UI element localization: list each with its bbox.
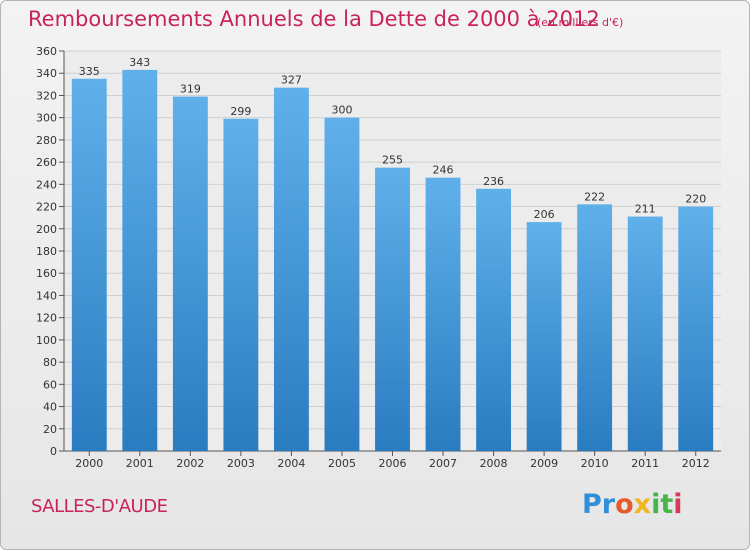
logo-part: it bbox=[651, 489, 674, 520]
x-tick-label: 2010 bbox=[581, 457, 609, 470]
proxiti-logo: Proxiti bbox=[582, 489, 683, 520]
y-tick-label: 360 bbox=[36, 45, 57, 58]
bar bbox=[172, 96, 208, 452]
bar-value-label: 335 bbox=[79, 65, 100, 78]
bar-value-label: 319 bbox=[180, 83, 201, 96]
y-tick-label: 240 bbox=[36, 178, 57, 191]
y-tick-label: 280 bbox=[36, 134, 57, 147]
y-tick-label: 180 bbox=[36, 245, 57, 258]
x-tick-label: 2004 bbox=[277, 457, 305, 470]
y-tick-label: 340 bbox=[36, 67, 57, 80]
bar-value-label: 222 bbox=[584, 190, 605, 203]
bar bbox=[425, 177, 461, 451]
y-tick-label: 60 bbox=[43, 378, 57, 391]
logo-part: i bbox=[673, 489, 683, 520]
bar-value-label: 236 bbox=[483, 175, 504, 188]
x-tick-label: 2009 bbox=[530, 457, 558, 470]
logo-part: Pr bbox=[582, 489, 616, 520]
bar bbox=[71, 78, 107, 452]
y-tick-label: 220 bbox=[36, 201, 57, 214]
bar bbox=[627, 216, 663, 451]
bar bbox=[577, 204, 613, 451]
location-label: SALLES-D'AUDE bbox=[31, 496, 168, 517]
y-tick-label: 100 bbox=[36, 334, 57, 347]
bar bbox=[678, 206, 714, 451]
y-tick-label: 260 bbox=[36, 156, 57, 169]
bar-value-label: 299 bbox=[230, 105, 251, 118]
bar-value-label: 206 bbox=[534, 208, 555, 221]
bar bbox=[375, 167, 410, 451]
x-tick-label: 2006 bbox=[379, 457, 407, 470]
bar-value-label: 343 bbox=[129, 56, 150, 69]
x-tick-label: 2005 bbox=[328, 457, 356, 470]
logo-part: o bbox=[615, 489, 634, 520]
y-tick-label: 20 bbox=[43, 423, 57, 436]
bar bbox=[122, 69, 158, 451]
y-tick-label: 140 bbox=[36, 289, 57, 302]
x-tick-label: 2001 bbox=[126, 457, 154, 470]
y-tick-label: 0 bbox=[50, 445, 57, 458]
y-tick-label: 120 bbox=[36, 312, 57, 325]
x-tick-label: 2011 bbox=[631, 457, 659, 470]
bar-value-label: 211 bbox=[635, 203, 656, 216]
x-tick-label: 2012 bbox=[682, 457, 710, 470]
y-tick-label: 300 bbox=[36, 112, 57, 125]
x-tick-label: 2002 bbox=[176, 457, 204, 470]
chart-subtitle: (en milliers d'€) bbox=[537, 16, 624, 29]
y-tick-label: 40 bbox=[43, 401, 57, 414]
y-tick-label: 200 bbox=[36, 223, 57, 236]
x-tick-label: 2008 bbox=[480, 457, 508, 470]
bar bbox=[223, 118, 259, 452]
y-tick-label: 80 bbox=[43, 356, 57, 369]
bar-value-label: 255 bbox=[382, 154, 403, 167]
bar bbox=[526, 222, 562, 451]
logo-part: x bbox=[633, 489, 652, 520]
y-tick-label: 320 bbox=[36, 89, 57, 102]
x-tick-label: 2000 bbox=[75, 457, 103, 470]
bar-value-label: 220 bbox=[685, 193, 706, 206]
bar bbox=[273, 87, 309, 452]
y-tick-label: 160 bbox=[36, 267, 57, 280]
bar-value-label: 246 bbox=[433, 164, 454, 177]
bar bbox=[476, 188, 512, 451]
chart-title: Remboursements Annuels de la Dette de 20… bbox=[28, 7, 600, 31]
bar-value-label: 300 bbox=[331, 104, 352, 117]
bar bbox=[324, 117, 360, 452]
bar-value-label: 327 bbox=[281, 74, 302, 87]
x-tick-label: 2003 bbox=[227, 457, 255, 470]
x-tick-label: 2007 bbox=[429, 457, 457, 470]
